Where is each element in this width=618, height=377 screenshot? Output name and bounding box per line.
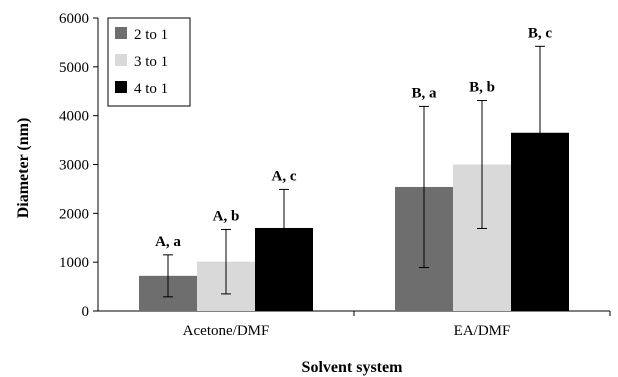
legend-swatch — [115, 81, 127, 93]
y-tick-label: 3000 — [59, 158, 89, 174]
y-tick-label: 1000 — [59, 255, 89, 271]
y-tick-label: 0 — [82, 304, 90, 320]
y-tick-label: 4000 — [59, 109, 89, 125]
significance-label: B, c — [528, 25, 553, 41]
x-axis-title: Solvent system — [302, 359, 404, 376]
significance-label: A, b — [213, 208, 240, 224]
y-tick-label: 6000 — [59, 11, 89, 27]
x-tick-label: Acetone/DMF — [183, 323, 270, 339]
significance-label: B, a — [411, 85, 437, 101]
y-axis-title: Diameter (nm) — [15, 118, 32, 219]
legend: 2 to 1 3 to 1 4 to 1 — [107, 17, 191, 107]
bars — [139, 132, 569, 311]
legend-swatch — [115, 54, 127, 66]
significance-label: B, b — [469, 80, 495, 96]
significance-label: A, c — [272, 168, 297, 184]
significance-label: A, a — [155, 234, 181, 250]
x-axis-ticks: Acetone/DMF EA/DMF — [183, 311, 611, 339]
legend-label: 4 to 1 — [134, 81, 168, 97]
x-tick-label: EA/DMF — [454, 323, 511, 339]
error-bars — [163, 45, 545, 298]
legend-swatch — [115, 27, 127, 39]
legend-label: 2 to 1 — [134, 27, 168, 43]
significance-labels: A, a A, b A, c B, a B, b B, c — [155, 25, 552, 250]
y-axis-ticks: 0 1000 2000 3000 4000 5000 6000 — [59, 11, 98, 320]
y-tick-label: 2000 — [59, 206, 89, 222]
legend-label: 3 to 1 — [134, 54, 168, 70]
y-tick-label: 5000 — [59, 60, 89, 76]
